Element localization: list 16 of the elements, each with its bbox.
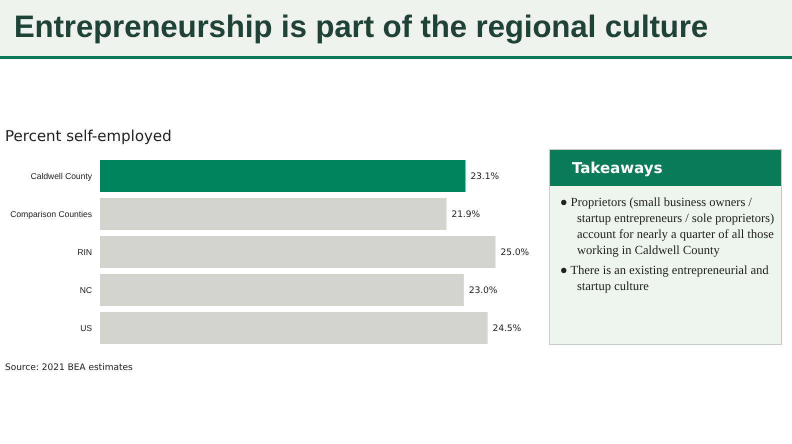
text: Takeaways (550, 150, 781, 186)
y-tick-label: Comparison Counties (10, 209, 92, 219)
chart-subtitle: Percent self-employed (5, 127, 172, 145)
data-label: 21.9% (451, 210, 481, 220)
y-tick-label: NC (80, 285, 92, 295)
source-note: Source: 2021 BEA estimates (5, 363, 133, 373)
text: ● Proprietors (small business owners / startup entrepreneurs / sole proprietors) account for nearly a quarter of all those working in Caldwell County (560, 194, 775, 258)
data-label: 23.0% (468, 286, 498, 296)
data-label: 25.0% (500, 248, 530, 258)
y-tick-label: RIN (77, 247, 92, 257)
data-label: 24.5% (492, 324, 522, 334)
chart-title: Entrepreneurship is part of the regional culture (14, 9, 708, 45)
data-label: 23.1% (470, 172, 500, 182)
text: ● There is an existing entrepreneurial and startup culture (560, 262, 770, 294)
y-tick-label: Caldwell County (30, 171, 93, 181)
y-tick-label: US (80, 323, 92, 333)
